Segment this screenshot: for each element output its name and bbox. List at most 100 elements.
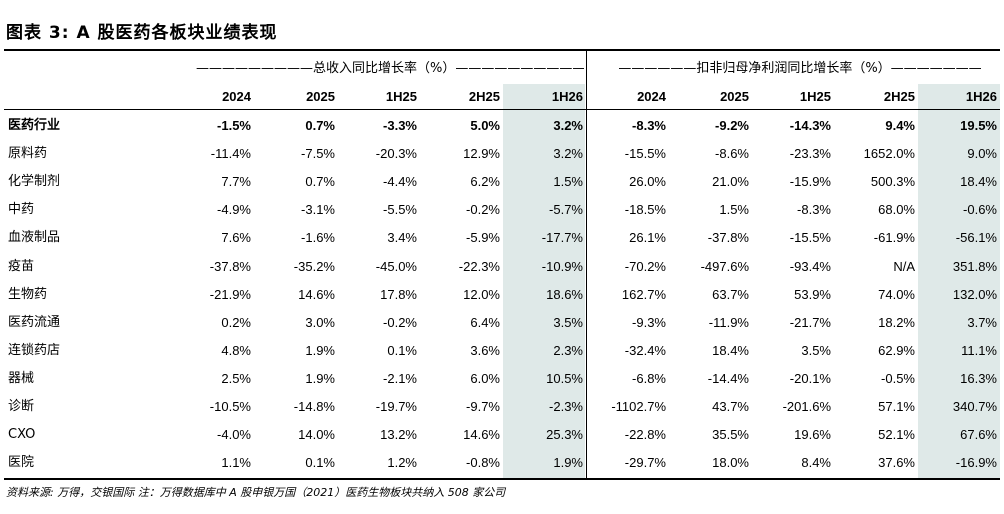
- table-cell: 162.7%: [621, 287, 666, 302]
- table-cell: -9.2%: [715, 118, 749, 133]
- table-cell: 0.2%: [221, 315, 251, 330]
- table-cell: -8.3%: [797, 202, 831, 217]
- table-cell: 26.0%: [629, 174, 666, 189]
- table-cell: 13.2%: [380, 427, 417, 442]
- table-cell: 8.4%: [801, 455, 831, 470]
- table-cell: -3.3%: [383, 118, 417, 133]
- table-cell: -4.9%: [217, 202, 251, 217]
- table-cell: 14.6%: [298, 287, 335, 302]
- table-cell: 3.5%: [553, 315, 583, 330]
- table-cell: -21.9%: [209, 287, 251, 302]
- table-cell: -9.7%: [466, 399, 500, 414]
- table-cell: 5.0%: [470, 118, 500, 133]
- table-row: 中药 -4.9% -3.1% -5.5% -0.2% -5.7% -18.5% 1.5% -8.…: [0, 196, 1004, 224]
- row-label: 医药流通: [8, 315, 61, 330]
- table-cell: 3.2%: [553, 118, 583, 133]
- table-cell: 1.1%: [221, 455, 251, 470]
- table-cell: 6.4%: [470, 315, 500, 330]
- table-cell: 53.9%: [794, 287, 831, 302]
- table-cell: -8.6%: [715, 146, 749, 161]
- table-cell: 1.9%: [305, 343, 335, 358]
- table-cell: -16.9%: [955, 455, 997, 470]
- table-cell: -18.5%: [624, 202, 666, 217]
- table-cell: 18.4%: [712, 343, 749, 358]
- table-cell: -11.9%: [708, 315, 749, 330]
- table-cell: 67.6%: [960, 427, 997, 442]
- table-cell: 1.9%: [305, 371, 335, 386]
- table-cell: 35.5%: [712, 427, 749, 442]
- table-row: 血液制品 7.6% -1.6% 3.4% -5.9% -17.7% 26.1% -37.8% -…: [0, 224, 1004, 252]
- row-label: 疫苗: [8, 259, 35, 274]
- table-row: CXO -4.0% 14.0% 13.2% 14.6% 25.3% -22.8% 35.5% 1…: [0, 421, 1004, 449]
- highlight-column-profit-1h26: [918, 84, 1000, 478]
- table-cell: 2.5%: [221, 371, 251, 386]
- table-cell: 4.8%: [221, 343, 251, 358]
- table-cell: -5.5%: [383, 202, 417, 217]
- table-cell: -32.4%: [624, 343, 666, 358]
- table-row: 医药行业 -1.5% 0.7% -3.3% 5.0% 3.2% -8.3% -9.2% -14.…: [0, 112, 1004, 140]
- table-cell: -2.1%: [383, 371, 417, 386]
- table-cell: 14.0%: [298, 427, 335, 442]
- table-cell: 0.7%: [305, 174, 335, 189]
- table-cell: 43.7%: [712, 399, 749, 414]
- table-cell: 17.8%: [380, 287, 417, 302]
- table-cell: 11.1%: [961, 343, 997, 358]
- table-cell: 68.0%: [878, 202, 915, 217]
- table-cell: -21.7%: [789, 315, 831, 330]
- table-cell: -15.5%: [624, 146, 666, 161]
- column-header: 2024: [637, 89, 666, 104]
- table-cell: 12.9%: [463, 146, 500, 161]
- column-header: 2025: [720, 89, 749, 104]
- table-cell: 0.7%: [305, 118, 335, 133]
- row-label: 中药: [8, 202, 35, 217]
- table-cell: 6.2%: [470, 174, 500, 189]
- table-cell: 19.5%: [960, 118, 997, 133]
- table-cell: -15.9%: [789, 174, 831, 189]
- profit-group-header: ——————扣非归母净利润同比增长率（%）———————: [618, 61, 982, 76]
- row-label: 医药行业: [8, 118, 61, 133]
- table-cell: 7.7%: [221, 174, 251, 189]
- table-cell: -5.9%: [466, 230, 500, 245]
- column-header: 2024: [222, 89, 251, 104]
- row-label: CXO: [8, 427, 36, 442]
- table-cell: -22.3%: [458, 259, 500, 274]
- table-cell: -10.5%: [209, 399, 251, 414]
- table-cell: 16.3%: [960, 371, 997, 386]
- revenue-group-header: —————————总收入同比增长率（%）——————————: [196, 61, 584, 76]
- table-cell: 3.2%: [553, 146, 583, 161]
- table-cell: -22.8%: [624, 427, 666, 442]
- table-cell: 1.5%: [719, 202, 749, 217]
- table-cell: 500.3%: [870, 174, 915, 189]
- table-cell: -4.4%: [383, 174, 417, 189]
- table-cell: 37.6%: [878, 455, 915, 470]
- table-cell: 18.0%: [712, 455, 749, 470]
- table-cell: 1.5%: [553, 174, 583, 189]
- table-cell: 132.0%: [952, 287, 997, 302]
- table-cell: -1.5%: [217, 118, 251, 133]
- column-header: 1H26: [965, 89, 997, 104]
- table-cell: -0.8%: [466, 455, 500, 470]
- table-cell: -35.2%: [293, 259, 335, 274]
- table-cell: 25.3%: [546, 427, 583, 442]
- table-cell: 0.1%: [387, 343, 417, 358]
- header-rule: [4, 109, 1000, 110]
- table-cell: -20.1%: [789, 371, 831, 386]
- table-cell: 3.4%: [387, 230, 417, 245]
- table-row: 器械 2.5% 1.9% -2.1% 6.0% 10.5% -6.8% -14.4% -20.1…: [0, 365, 1004, 393]
- row-label: 器械: [8, 371, 35, 386]
- row-label: 连锁药店: [8, 343, 61, 358]
- table-cell: 26.1%: [629, 230, 666, 245]
- row-label: 诊断: [8, 399, 35, 414]
- table-cell: 1652.0%: [863, 146, 915, 161]
- table-cell: 63.7%: [712, 287, 749, 302]
- table-cell: 19.6%: [794, 427, 831, 442]
- row-label: 血液制品: [8, 230, 61, 245]
- column-header: 1H26: [551, 89, 583, 104]
- table-cell: 340.7%: [952, 399, 997, 414]
- table-cell: 18.6%: [546, 287, 583, 302]
- table-cell: 1.9%: [553, 455, 583, 470]
- row-label: 医院: [8, 455, 35, 470]
- table-row: 化学制剂 7.7% 0.7% -4.4% 6.2% 1.5% 26.0% 21.0% -15.9…: [0, 168, 1004, 196]
- table-cell: 9.0%: [967, 146, 997, 161]
- table-cell: 18.4%: [960, 174, 997, 189]
